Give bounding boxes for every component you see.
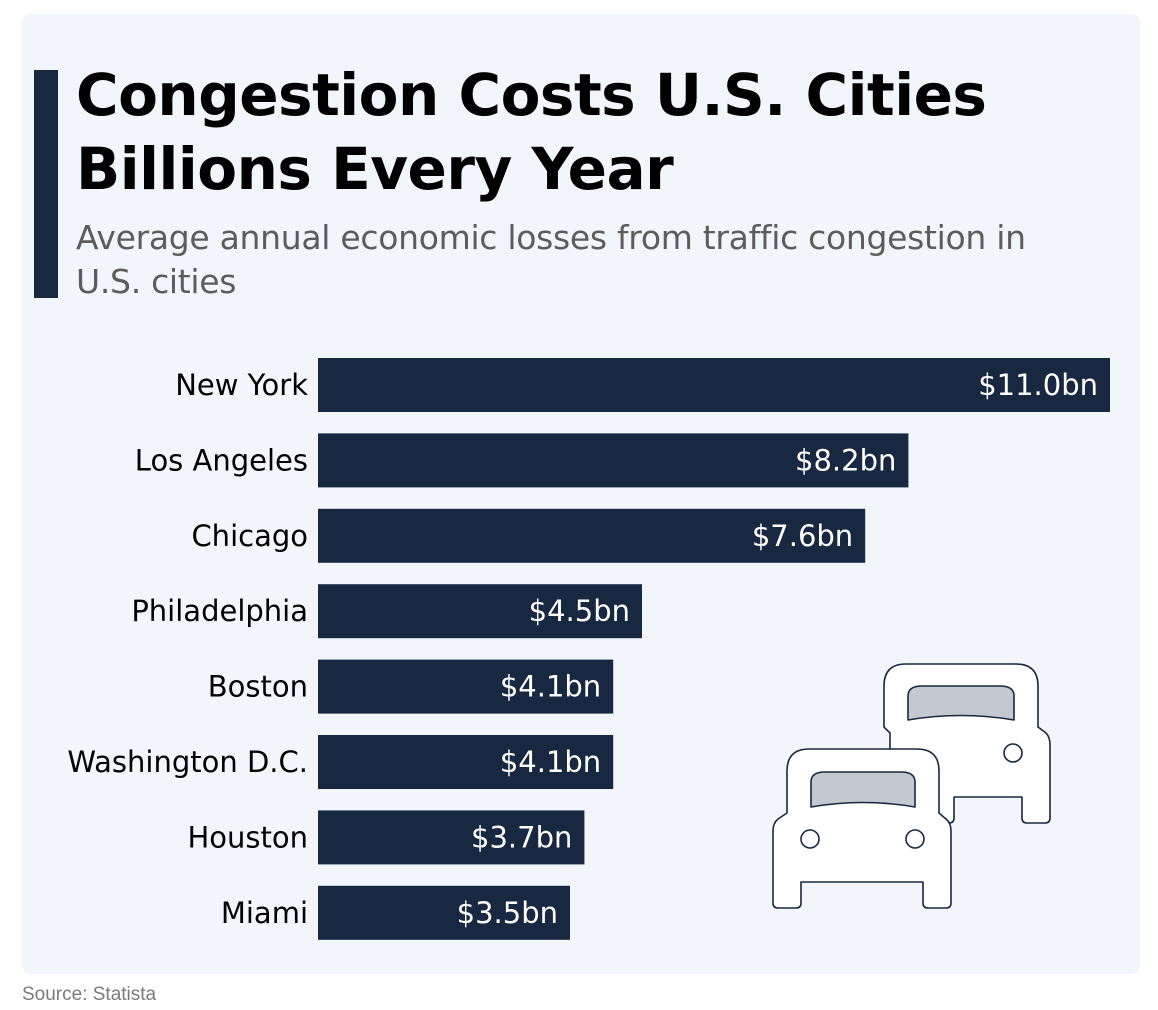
bar-value-label: $7.6bn xyxy=(752,519,853,553)
source-note: Source: Statista xyxy=(22,984,157,1005)
bars-layer: New York $11.0bn Los Angeles $8.2bn Chicago $… xyxy=(67,358,1110,940)
bar-value-label: $11.0bn xyxy=(978,368,1098,402)
chart-subtitle: Average annual economic losses from traf… xyxy=(76,218,1026,301)
bar-value-label: $3.7bn xyxy=(471,820,572,854)
category-label: Los Angeles xyxy=(135,443,308,477)
bar-value-label: $8.2bn xyxy=(795,443,896,477)
bar-value-label: $4.1bn xyxy=(500,670,601,704)
category-label: Chicago xyxy=(191,519,308,553)
front-car-icon xyxy=(772,748,952,909)
bar-philadelphia xyxy=(318,584,642,639)
category-label: Washington D.C. xyxy=(67,745,308,779)
category-label: Miami xyxy=(221,896,308,930)
bar-value-label: $4.5bn xyxy=(529,594,630,628)
title-accent-bar xyxy=(34,70,58,298)
bar-houston xyxy=(318,810,585,865)
category-label: New York xyxy=(175,368,308,402)
bar-los-angeles xyxy=(318,433,909,488)
chart-title: Congestion Costs U.S. Cities Billions Ev… xyxy=(76,61,987,203)
bar-washington-d-c xyxy=(318,735,614,789)
bar-new-york xyxy=(318,358,1110,412)
bar-value-label: $4.1bn xyxy=(500,745,601,779)
bar-boston xyxy=(318,659,614,714)
two-cars-icon xyxy=(772,663,1051,909)
bar-miami xyxy=(318,885,570,940)
category-label: Boston xyxy=(208,670,308,704)
bar-chicago xyxy=(318,508,866,563)
bar-value-label: $3.5bn xyxy=(457,896,558,930)
category-label: Philadelphia xyxy=(131,594,308,628)
category-label: Houston xyxy=(187,820,308,854)
